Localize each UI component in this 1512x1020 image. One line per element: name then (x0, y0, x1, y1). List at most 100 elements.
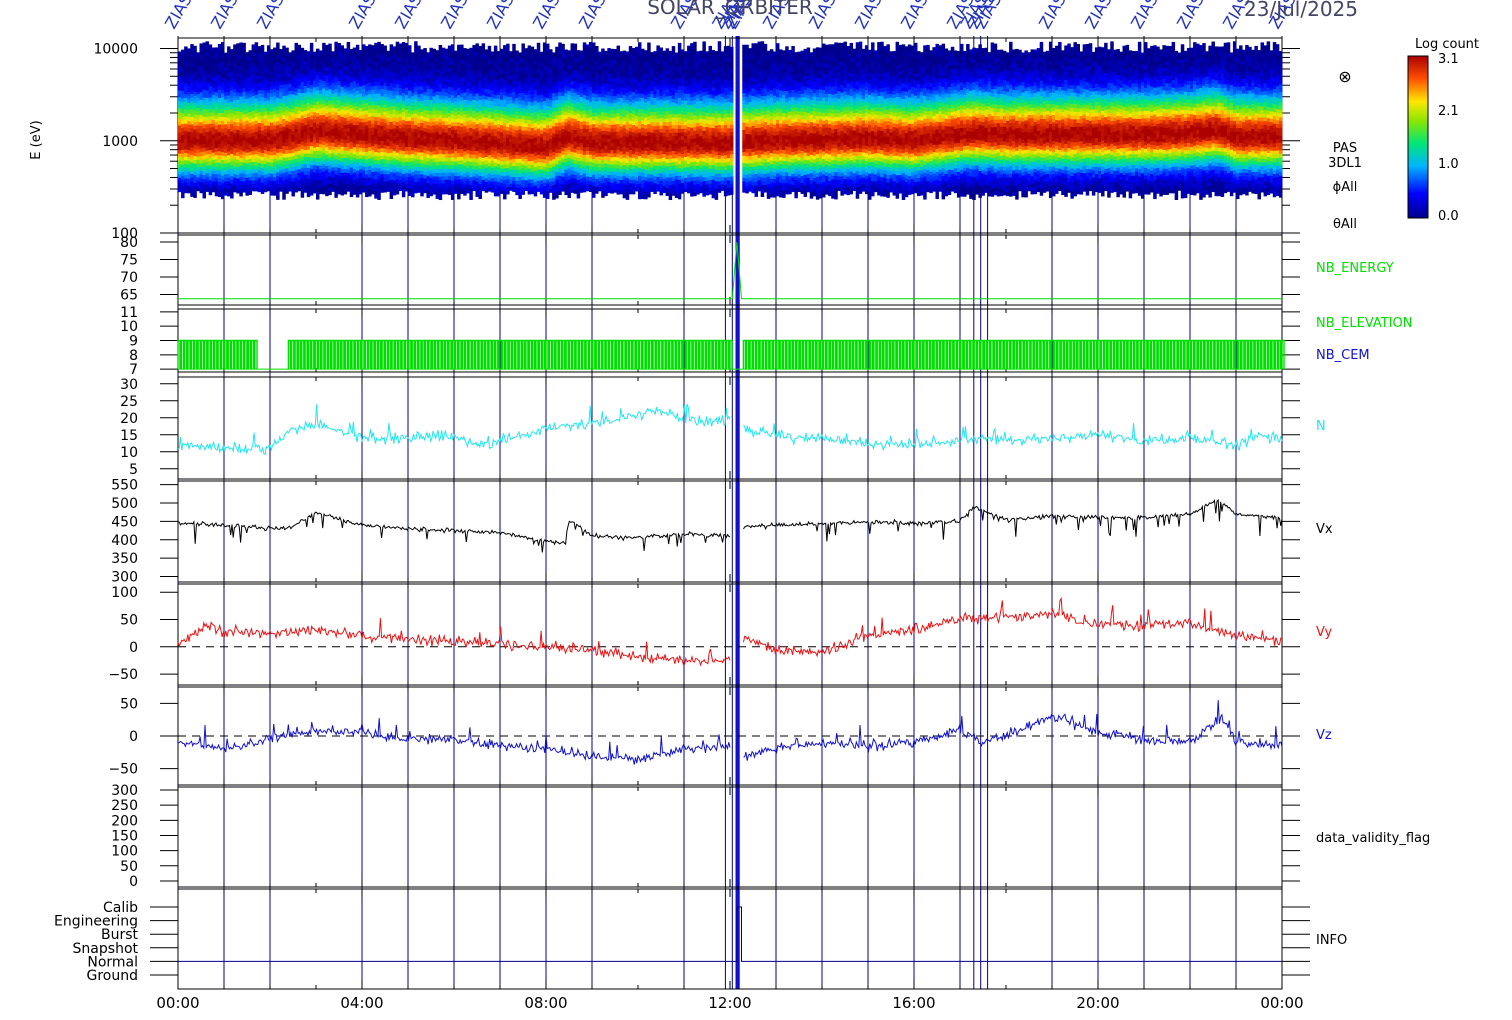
spectrogram-cell (429, 147, 433, 152)
spectrogram-cell (374, 112, 378, 118)
spectrogram-cell (478, 45, 482, 51)
spectrogram-cell (316, 191, 320, 196)
spectrogram-cell (509, 103, 513, 108)
spectrogram-cell (316, 169, 320, 174)
spectrogram-cell (214, 121, 219, 126)
spectrogram-cell (398, 76, 403, 81)
spectrogram-cell (404, 131, 409, 136)
spectrogram-cell (466, 128, 470, 133)
spectrogram-cell (408, 161, 412, 166)
spectrogram-cell (435, 168, 440, 173)
spectrogram-cell (178, 100, 182, 105)
spectrogram-cell (217, 108, 222, 114)
spectrogram-cell (398, 131, 403, 136)
spectrogram-cell (312, 97, 317, 102)
spectrogram-cell (328, 58, 332, 63)
spectrogram-cell (420, 64, 424, 69)
spectrogram-cell (294, 147, 298, 152)
spectrogram-cell (205, 150, 210, 155)
spectrogram-cell (248, 136, 252, 141)
spectrogram-cell (208, 93, 213, 98)
spectrogram-cell (352, 54, 357, 59)
spectrogram-cell (472, 63, 476, 68)
spectrogram-cell (239, 180, 243, 185)
spectrogram-cell (509, 82, 513, 87)
spectrogram-cell (187, 185, 191, 190)
spectrogram-cell (233, 140, 237, 145)
spectrogram-cell (487, 100, 492, 105)
spectrogram-cell (343, 48, 348, 53)
spectrogram-cell (500, 59, 504, 64)
spectrogram-cell (279, 81, 283, 86)
spectrogram-cell (337, 69, 341, 74)
spectrogram-cell (325, 165, 329, 170)
panel-frame (177, 376, 1283, 480)
spectrogram-cell (423, 149, 427, 154)
spectrogram-cell (481, 94, 486, 99)
spectrogram-cell (383, 122, 387, 127)
spectrogram-cell (450, 90, 455, 96)
spectrogram-cell (294, 95, 298, 100)
spectrogram-cell (506, 133, 510, 139)
spectrogram-cell (349, 126, 354, 131)
spectrogram-cell (236, 84, 240, 89)
spectrogram-cell (423, 142, 427, 147)
spectrogram-cell (319, 104, 323, 109)
spectrogram-cell (346, 168, 351, 174)
spectrogram-cell (257, 137, 262, 142)
spectrogram-cell (263, 174, 268, 179)
spectrogram-cell (309, 179, 314, 185)
spectrogram-cell (331, 79, 335, 84)
spectrogram-cell (478, 133, 482, 138)
spectrogram-cell (447, 49, 452, 54)
spectrogram-cell (187, 178, 191, 183)
spectrogram-cell (184, 46, 188, 51)
spectrogram-cell (343, 153, 348, 158)
spectrogram-cell (490, 55, 495, 59)
spectrogram-cell (481, 131, 486, 136)
spectrogram-cell (325, 101, 329, 106)
spectrogram-cell (211, 58, 216, 63)
spectrogram-cell (426, 55, 430, 60)
spectrogram-cell (337, 178, 341, 184)
spectrogram-cell (300, 144, 305, 150)
spectrogram-cell (316, 180, 320, 185)
spectrogram-cell (454, 164, 458, 169)
spectrogram-cell (306, 149, 311, 154)
spectrogram-cell (266, 147, 271, 152)
spectrogram-cell (352, 168, 357, 173)
spectrogram-cell (420, 166, 424, 171)
spectrogram-cell (306, 127, 311, 132)
spectrogram-cell (414, 177, 418, 182)
spectrogram-cell (435, 83, 440, 88)
spectrogram-cell (404, 172, 409, 177)
spectrogram-cell (260, 182, 265, 187)
spectrogram-cell (466, 92, 470, 97)
spectrogram-cell (371, 78, 375, 83)
spectrogram-cell (466, 156, 470, 161)
spectrogram-cell (411, 66, 415, 71)
spectrogram-cell (254, 116, 259, 121)
spectrogram-cell (438, 99, 443, 104)
spectrogram-cell (496, 65, 501, 70)
spectrogram-cell (236, 151, 240, 157)
spectrogram-cell (273, 158, 277, 163)
spectrogram-cell (490, 153, 495, 158)
spectrogram-cell (273, 191, 277, 196)
spectrogram-cell (233, 173, 237, 178)
spectrogram-cell (490, 79, 495, 84)
spectrogram-cell (386, 71, 390, 76)
spectrogram-cell (211, 130, 216, 135)
spectrogram-cell (509, 166, 513, 170)
spectrogram-cell (365, 102, 369, 107)
spectrogram-cell (484, 156, 489, 161)
spectrogram-cell (481, 157, 486, 162)
spectrogram-cell (432, 168, 436, 173)
spectrogram-cell (420, 111, 424, 116)
spectrogram-cell (282, 84, 286, 89)
spectrogram-cell (362, 181, 366, 186)
spectrogram-cell (325, 56, 329, 61)
spectrogram-cell (316, 78, 320, 83)
spectrogram-cell (444, 161, 449, 166)
spectrogram-cell (493, 154, 498, 159)
